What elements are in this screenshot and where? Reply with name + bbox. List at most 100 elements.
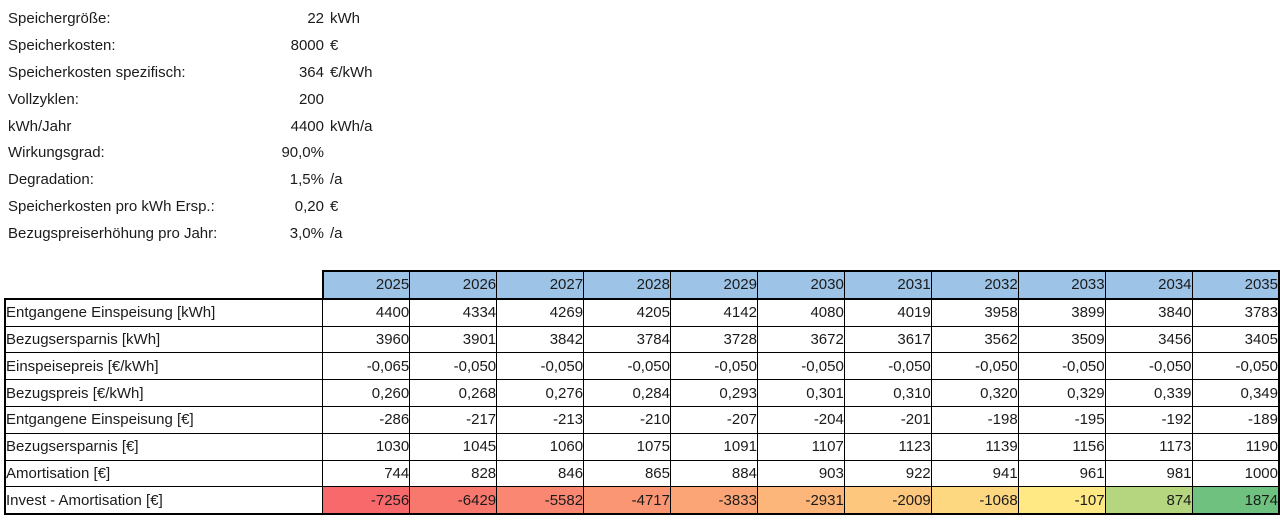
row-label-cell[interactable]: Amortisation [€] bbox=[4, 459, 324, 488]
param-value-cell[interactable]: 8000 bbox=[290, 36, 324, 54]
year-header-cell[interactable]: 2035 bbox=[1191, 270, 1280, 300]
value-cell[interactable]: 4269 bbox=[496, 297, 585, 327]
param-label-cell[interactable]: kWh/Jahr bbox=[8, 117, 72, 135]
value-cell[interactable]: 4334 bbox=[409, 297, 498, 327]
value-cell[interactable]: 4080 bbox=[756, 297, 845, 327]
value-cell[interactable]: 0,293 bbox=[670, 379, 758, 407]
row-label-cell[interactable]: Einspeisepreis [€/kWh] bbox=[4, 352, 324, 381]
value-cell[interactable]: 3456 bbox=[1104, 325, 1193, 354]
row-label-cell[interactable]: Bezugsersparnis [kWh] bbox=[4, 325, 324, 354]
row-label-cell[interactable]: Invest - Amortisation [€] bbox=[4, 486, 324, 516]
param-value-cell[interactable]: 22 bbox=[307, 9, 324, 27]
param-value-cell[interactable]: 3,0% bbox=[289, 225, 324, 243]
value-cell[interactable]: 3562 bbox=[930, 325, 1019, 354]
param-unit-cell[interactable]: € bbox=[330, 198, 339, 216]
invest-gradient-cell[interactable]: -6429 bbox=[409, 486, 498, 516]
invest-gradient-cell[interactable]: -2931 bbox=[756, 486, 845, 516]
year-header-cell[interactable]: 2027 bbox=[496, 270, 585, 300]
param-label-cell[interactable]: Vollzyklen: bbox=[8, 90, 79, 108]
param-label-cell[interactable]: Bezugspreiserhöhung pro Jahr: bbox=[8, 225, 218, 243]
value-cell[interactable]: 3960 bbox=[322, 325, 411, 354]
value-cell[interactable]: -198 bbox=[930, 405, 1019, 434]
value-cell[interactable]: 0,260 bbox=[322, 379, 411, 407]
value-cell[interactable]: 0,339 bbox=[1104, 379, 1193, 407]
invest-gradient-cell[interactable]: 874 bbox=[1104, 486, 1193, 516]
value-cell[interactable]: 0,310 bbox=[843, 379, 932, 407]
value-cell[interactable]: 3958 bbox=[930, 297, 1019, 327]
year-header-cell[interactable]: 2033 bbox=[1017, 270, 1106, 300]
value-cell[interactable]: -0,050 bbox=[409, 352, 498, 381]
value-cell[interactable]: 0,268 bbox=[409, 379, 498, 407]
value-cell[interactable]: 3901 bbox=[409, 325, 498, 354]
param-unit-cell[interactable]: € bbox=[330, 36, 339, 54]
value-cell[interactable]: 941 bbox=[930, 459, 1019, 488]
invest-gradient-cell[interactable]: -5582 bbox=[496, 486, 585, 516]
param-label-cell[interactable]: Speicherkosten: bbox=[8, 36, 116, 54]
value-cell[interactable]: 1075 bbox=[583, 432, 671, 461]
value-cell[interactable]: -201 bbox=[843, 405, 932, 434]
value-cell[interactable]: 1060 bbox=[496, 432, 585, 461]
param-label-cell[interactable]: Wirkungsgrad: bbox=[8, 144, 105, 162]
value-cell[interactable]: -210 bbox=[583, 405, 671, 434]
param-unit-cell[interactable]: kWh/a bbox=[330, 117, 373, 135]
year-header-cell[interactable]: 2031 bbox=[843, 270, 932, 300]
value-cell[interactable]: -213 bbox=[496, 405, 585, 434]
year-header-cell[interactable]: 2025 bbox=[321, 270, 411, 300]
value-cell[interactable]: 1030 bbox=[322, 432, 411, 461]
value-cell[interactable]: -217 bbox=[409, 405, 498, 434]
param-unit-cell[interactable]: /a bbox=[330, 171, 343, 189]
value-cell[interactable]: -0,050 bbox=[496, 352, 585, 381]
value-cell[interactable]: -0,050 bbox=[670, 352, 758, 381]
value-cell[interactable]: 828 bbox=[409, 459, 498, 488]
value-cell[interactable]: 0,276 bbox=[496, 379, 585, 407]
param-label-cell[interactable]: Speicherkosten pro kWh Ersp.: bbox=[8, 198, 215, 216]
value-cell[interactable]: 3783 bbox=[1191, 297, 1280, 327]
row-label-cell[interactable]: Entgangene Einspeisung [€] bbox=[4, 405, 324, 434]
value-cell[interactable]: 3842 bbox=[496, 325, 585, 354]
value-cell[interactable]: 3899 bbox=[1017, 297, 1106, 327]
year-header-cell[interactable]: 2029 bbox=[670, 270, 758, 300]
value-cell[interactable]: 3784 bbox=[583, 325, 671, 354]
row-label-cell[interactable]: Bezugspreis [€/kWh] bbox=[4, 379, 324, 407]
invest-gradient-cell[interactable]: -1068 bbox=[930, 486, 1019, 516]
value-cell[interactable]: -0,065 bbox=[322, 352, 411, 381]
value-cell[interactable]: 3672 bbox=[756, 325, 845, 354]
value-cell[interactable]: 4019 bbox=[843, 297, 932, 327]
value-cell[interactable]: 4142 bbox=[670, 297, 758, 327]
value-cell[interactable]: 0,320 bbox=[930, 379, 1019, 407]
value-cell[interactable]: 0,329 bbox=[1017, 379, 1106, 407]
value-cell[interactable]: 981 bbox=[1104, 459, 1193, 488]
value-cell[interactable]: -0,050 bbox=[930, 352, 1019, 381]
value-cell[interactable]: 1156 bbox=[1017, 432, 1106, 461]
value-cell[interactable]: 0,284 bbox=[583, 379, 671, 407]
row-label-cell[interactable]: Entgangene Einspeisung [kWh] bbox=[4, 297, 324, 327]
value-cell[interactable]: 1045 bbox=[409, 432, 498, 461]
invest-gradient-cell[interactable]: 1874 bbox=[1191, 486, 1280, 516]
value-cell[interactable]: 3617 bbox=[843, 325, 932, 354]
value-cell[interactable]: 865 bbox=[583, 459, 671, 488]
value-cell[interactable]: -192 bbox=[1104, 405, 1193, 434]
value-cell[interactable]: 1139 bbox=[930, 432, 1019, 461]
value-cell[interactable]: 1173 bbox=[1104, 432, 1193, 461]
param-value-cell[interactable]: 200 bbox=[298, 90, 324, 108]
param-value-cell[interactable]: 364 bbox=[298, 63, 324, 81]
value-cell[interactable]: 3405 bbox=[1191, 325, 1280, 354]
year-header-cell[interactable]: 2034 bbox=[1104, 270, 1193, 300]
value-cell[interactable]: -189 bbox=[1191, 405, 1280, 434]
invest-gradient-cell[interactable]: -7256 bbox=[322, 486, 411, 516]
invest-gradient-cell[interactable]: -3833 bbox=[670, 486, 758, 516]
value-cell[interactable]: 4205 bbox=[583, 297, 671, 327]
value-cell[interactable]: 0,301 bbox=[756, 379, 845, 407]
value-cell[interactable]: -204 bbox=[756, 405, 845, 434]
value-cell[interactable]: 1123 bbox=[843, 432, 932, 461]
param-value-cell[interactable]: 90,0% bbox=[281, 144, 324, 162]
value-cell[interactable]: 4400 bbox=[322, 297, 411, 327]
value-cell[interactable]: -0,050 bbox=[843, 352, 932, 381]
year-header-cell[interactable]: 2026 bbox=[409, 270, 498, 300]
param-label-cell[interactable]: Degradation: bbox=[8, 171, 94, 189]
value-cell[interactable]: 1000 bbox=[1191, 459, 1280, 488]
value-cell[interactable]: -0,050 bbox=[1104, 352, 1193, 381]
value-cell[interactable]: 3728 bbox=[670, 325, 758, 354]
param-unit-cell[interactable]: /a bbox=[330, 225, 343, 243]
value-cell[interactable]: -0,050 bbox=[756, 352, 845, 381]
